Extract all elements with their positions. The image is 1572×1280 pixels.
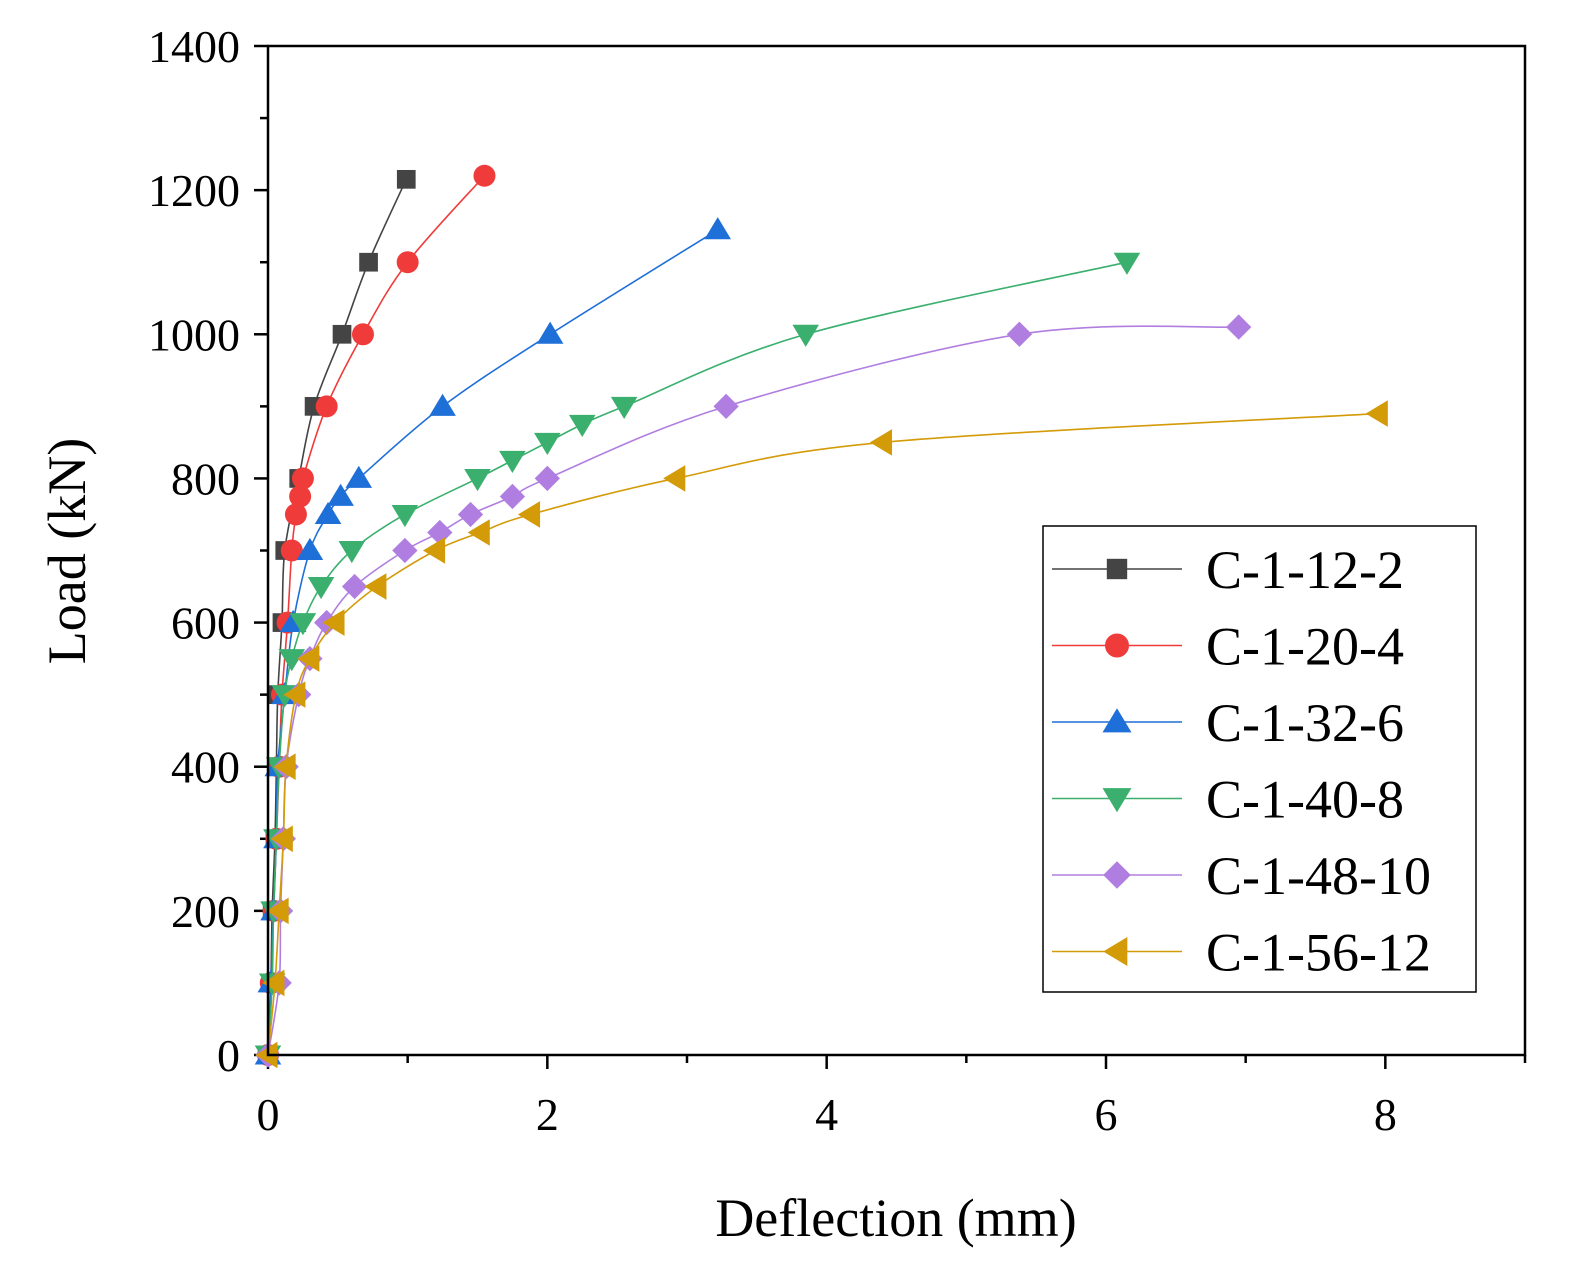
legend-label: C-1-48-10 (1206, 846, 1431, 906)
data-point-square (332, 324, 352, 344)
data-point-triangle-up (536, 321, 564, 344)
data-point-square (1106, 558, 1128, 580)
data-point-circle (396, 251, 419, 274)
x-tick-label: 8 (1374, 1089, 1397, 1140)
x-tick-label: 0 (257, 1089, 280, 1140)
data-point-triangle-left (517, 501, 541, 528)
series-layer (254, 164, 1388, 1069)
y-tick-label: 600 (171, 598, 240, 649)
data-point-circle (351, 323, 374, 346)
data-point-circle (284, 503, 307, 526)
legend-box (1042, 525, 1477, 993)
data-point-triangle-left (663, 465, 686, 492)
y-tick-label: 1200 (148, 165, 240, 216)
data-point-triangle-left (266, 897, 289, 925)
x-axis-title: Deflection (mm) (715, 1188, 1076, 1248)
data-point-triangle-left (364, 573, 387, 600)
series-C-1-32-6 (254, 217, 732, 1065)
data-point-triangle-left (297, 645, 320, 672)
data-point-triangle-down (499, 450, 526, 474)
data-point-triangle-down (534, 432, 561, 456)
data-point-square (359, 252, 378, 272)
data-point-triangle-left (262, 969, 285, 997)
data-point-triangle-down (338, 541, 366, 564)
data-point-triangle-left (1103, 937, 1128, 966)
y-tick-label: 800 (171, 453, 240, 504)
data-point-circle (280, 539, 303, 562)
data-point-triangle-up (429, 393, 456, 416)
data-point-triangle-up (345, 465, 373, 488)
legend-entry: C-1-32-6 (1052, 693, 1404, 753)
x-tick-label: 6 (1095, 1089, 1118, 1140)
legend-entry: C-1-48-10 (1052, 846, 1431, 906)
data-point-triangle-up (327, 483, 354, 506)
data-point-triangle-up (704, 217, 732, 240)
data-point-triangle-left (255, 1041, 278, 1069)
series-C-1-56-12 (255, 400, 1388, 1069)
data-point-triangle-left (270, 825, 293, 853)
data-point-diamond (534, 465, 560, 492)
data-point-triangle-left (283, 681, 306, 708)
data-point-diamond (499, 483, 526, 510)
data-point-triangle-left (467, 519, 490, 546)
data-point-diamond (341, 573, 368, 600)
data-point-triangle-left (322, 609, 345, 636)
data-point-triangle-down (1113, 252, 1141, 275)
y-axis-title: Load (kN) (37, 438, 97, 664)
data-point-circle (473, 164, 496, 187)
legend-label: C-1-32-6 (1206, 693, 1404, 753)
y-tick-label: 0 (217, 1030, 240, 1081)
data-point-diamond (713, 393, 739, 420)
data-point-triangle-down (391, 504, 419, 528)
data-point-diamond (1226, 314, 1252, 340)
data-point-triangle-down (610, 396, 638, 420)
data-point-square (396, 169, 416, 189)
series-line (267, 229, 719, 1056)
data-point-triangle-down (289, 613, 317, 636)
data-point-triangle-down (792, 324, 819, 347)
data-point-diamond (1103, 861, 1131, 889)
data-point-triangle-down (278, 649, 306, 672)
legend-entry: C-1-20-4 (1052, 617, 1404, 677)
legend-label: C-1-56-12 (1206, 923, 1431, 983)
data-point-triangle-left (422, 537, 446, 564)
series-C-1-40-8 (254, 252, 1141, 1068)
data-point-diamond (392, 537, 418, 564)
data-point-diamond (457, 501, 484, 528)
y-tick-label: 1400 (148, 21, 240, 72)
legend-entry: C-1-40-8 (1052, 770, 1404, 830)
legend-entry: C-1-12-2 (1052, 540, 1404, 600)
data-point-triangle-left (1365, 400, 1388, 427)
data-point-triangle-up (1102, 708, 1132, 733)
data-point-triangle-down (464, 468, 491, 492)
data-point-circle (291, 467, 314, 490)
x-tick-labels: 0 2 4 6 8 (257, 1089, 1397, 1140)
y-tick-label: 1000 (148, 309, 240, 360)
plot-frame (266, 44, 1527, 1057)
data-point-triangle-up (296, 537, 324, 560)
data-point-circle (315, 395, 338, 418)
data-point-circle (1105, 633, 1129, 658)
data-point-triangle-left (273, 753, 296, 780)
y-tick-label: 200 (171, 886, 240, 937)
series-line (267, 261, 1128, 1056)
x-tick-label: 4 (815, 1089, 838, 1140)
legend-entry: C-1-56-12 (1052, 923, 1431, 983)
data-point-diamond (427, 519, 453, 546)
data-point-triangle-down (1102, 788, 1132, 813)
data-point-triangle-up (314, 501, 342, 524)
legend-label: C-1-12-2 (1206, 540, 1404, 600)
data-point-diamond (1006, 321, 1033, 347)
y-tick-label: 400 (171, 742, 240, 793)
x-tick-label: 2 (536, 1089, 559, 1140)
y-tick-labels: 0 200 400 600 800 1000 1200 1400 (148, 21, 240, 1081)
data-point-triangle-down (307, 577, 335, 600)
legend: C-1-12-2 C-1-20-4 C-1-32-6 C-1-40-8 C-1-48-1… (1042, 525, 1477, 993)
data-point-circle (289, 485, 312, 508)
legend-label: C-1-20-4 (1206, 617, 1404, 677)
data-point-triangle-down (568, 414, 596, 438)
data-point-triangle-left (869, 429, 893, 456)
legend-label: C-1-40-8 (1206, 770, 1404, 830)
